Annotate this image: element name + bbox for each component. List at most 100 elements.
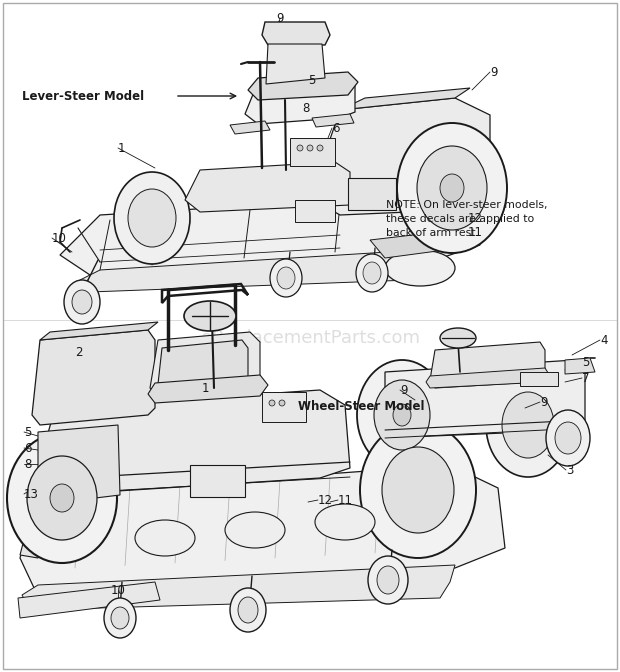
Bar: [295, 200, 335, 222]
Ellipse shape: [317, 145, 323, 151]
Text: 4: 4: [600, 333, 608, 347]
Polygon shape: [38, 425, 120, 505]
Polygon shape: [312, 114, 354, 127]
Ellipse shape: [374, 380, 430, 450]
Text: 9: 9: [490, 65, 497, 79]
Polygon shape: [230, 121, 270, 134]
Polygon shape: [262, 22, 330, 45]
Text: 10: 10: [52, 231, 67, 245]
Ellipse shape: [270, 259, 302, 297]
Ellipse shape: [382, 447, 454, 533]
Ellipse shape: [360, 422, 476, 558]
Ellipse shape: [27, 456, 97, 540]
Ellipse shape: [277, 267, 295, 289]
Ellipse shape: [238, 597, 258, 623]
Text: 10: 10: [110, 583, 125, 597]
Text: 7: 7: [582, 372, 590, 384]
Ellipse shape: [315, 504, 375, 540]
Ellipse shape: [184, 301, 236, 331]
Ellipse shape: [225, 512, 285, 548]
Polygon shape: [20, 485, 50, 558]
Text: 12: 12: [468, 212, 483, 224]
Text: 11: 11: [338, 493, 353, 507]
Polygon shape: [248, 72, 358, 100]
Ellipse shape: [377, 566, 399, 594]
Bar: [190, 465, 245, 497]
Polygon shape: [340, 88, 470, 110]
Polygon shape: [185, 162, 350, 212]
Ellipse shape: [417, 146, 487, 230]
Ellipse shape: [72, 290, 92, 314]
Polygon shape: [426, 368, 550, 388]
Ellipse shape: [356, 254, 388, 292]
Text: 1: 1: [118, 142, 125, 155]
Ellipse shape: [393, 404, 411, 426]
Text: Wheel-Steer Model: Wheel-Steer Model: [298, 399, 425, 413]
Ellipse shape: [307, 145, 313, 151]
Text: 12: 12: [318, 493, 333, 507]
Text: 6: 6: [24, 442, 32, 454]
Ellipse shape: [230, 588, 266, 632]
Polygon shape: [18, 582, 160, 618]
Polygon shape: [310, 98, 490, 215]
Bar: [520, 372, 558, 386]
Text: 9: 9: [540, 396, 547, 409]
Ellipse shape: [104, 598, 136, 638]
Polygon shape: [245, 75, 355, 124]
Polygon shape: [370, 233, 445, 258]
Text: eReplacementParts.com: eReplacementParts.com: [200, 329, 420, 347]
Ellipse shape: [546, 410, 590, 466]
Ellipse shape: [114, 172, 190, 264]
Polygon shape: [22, 565, 455, 610]
Ellipse shape: [486, 373, 570, 477]
Bar: [290, 138, 335, 166]
Ellipse shape: [502, 392, 554, 458]
Ellipse shape: [368, 556, 408, 604]
Ellipse shape: [357, 360, 447, 470]
Ellipse shape: [440, 328, 476, 348]
Ellipse shape: [555, 422, 581, 454]
Polygon shape: [40, 322, 158, 340]
Polygon shape: [150, 332, 260, 398]
Ellipse shape: [440, 174, 464, 202]
Polygon shape: [565, 358, 595, 374]
Ellipse shape: [363, 262, 381, 284]
Ellipse shape: [64, 280, 100, 324]
Polygon shape: [266, 44, 325, 84]
Ellipse shape: [128, 189, 176, 247]
Text: 8: 8: [302, 101, 309, 114]
Ellipse shape: [279, 400, 285, 406]
Text: 3: 3: [566, 464, 574, 476]
Ellipse shape: [297, 145, 303, 151]
Text: NOTE: On lever-steer models,
these decals are applied to
back of arm rest.: NOTE: On lever-steer models, these decal…: [386, 200, 547, 238]
Ellipse shape: [269, 400, 275, 406]
Bar: [348, 178, 396, 210]
Polygon shape: [158, 340, 248, 392]
Text: 5: 5: [24, 425, 32, 439]
Polygon shape: [20, 465, 505, 590]
Text: 5: 5: [582, 355, 590, 368]
Text: 11: 11: [468, 226, 483, 239]
Polygon shape: [32, 330, 155, 425]
Ellipse shape: [50, 484, 74, 512]
Ellipse shape: [7, 433, 117, 563]
Text: 6: 6: [332, 122, 340, 134]
Text: 8: 8: [24, 458, 32, 470]
Text: 2: 2: [75, 345, 82, 358]
Text: 1: 1: [202, 382, 210, 394]
Text: 13: 13: [24, 487, 39, 501]
Ellipse shape: [111, 607, 129, 629]
Polygon shape: [430, 342, 545, 388]
Polygon shape: [35, 390, 350, 495]
Polygon shape: [60, 195, 480, 275]
Ellipse shape: [385, 250, 455, 286]
Text: 9: 9: [277, 11, 284, 24]
Text: 5: 5: [308, 73, 316, 87]
Ellipse shape: [397, 123, 507, 253]
Polygon shape: [80, 250, 420, 292]
Ellipse shape: [135, 520, 195, 556]
Text: Lever-Steer Model: Lever-Steer Model: [22, 89, 144, 103]
Bar: [262, 392, 306, 422]
Text: 9: 9: [400, 384, 407, 396]
Polygon shape: [385, 360, 585, 438]
